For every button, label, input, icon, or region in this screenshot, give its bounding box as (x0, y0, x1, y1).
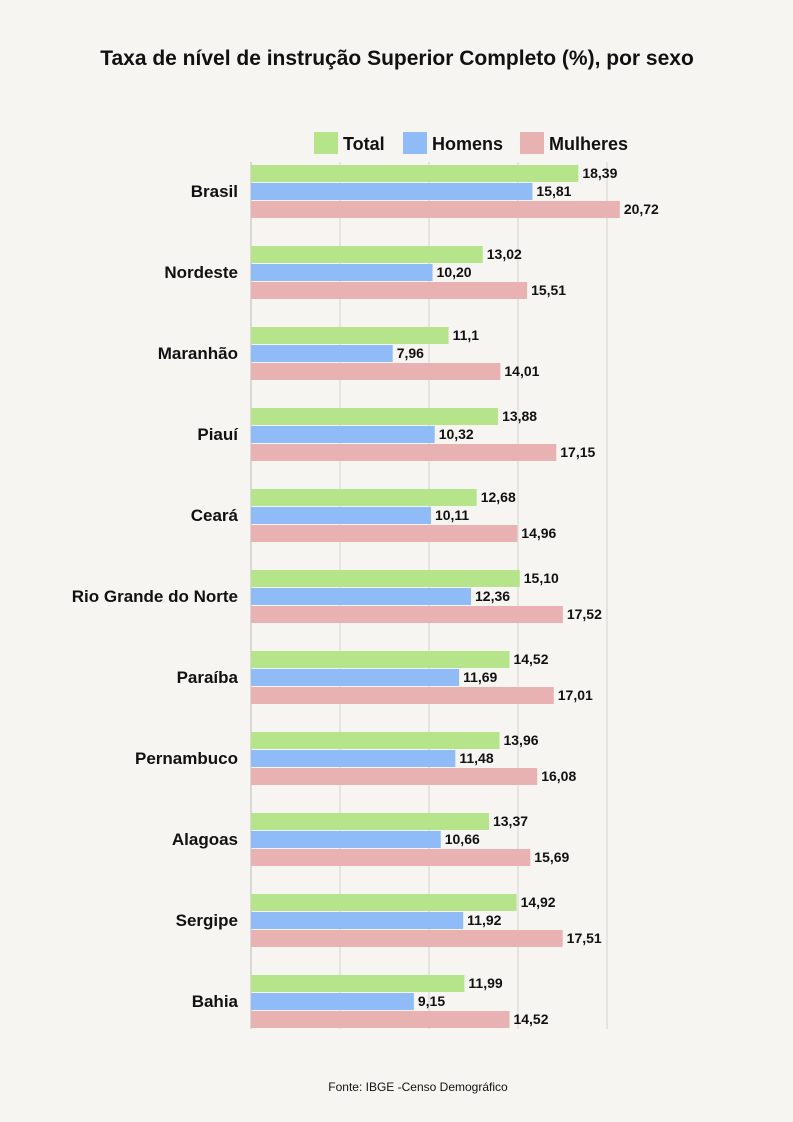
data-label: 20,72 (624, 201, 659, 217)
bar-homens (251, 831, 441, 848)
category-label: Pernambuco (135, 749, 238, 768)
data-label: 18,39 (582, 165, 617, 181)
data-label: 17,51 (567, 930, 602, 946)
data-label: 17,01 (558, 687, 593, 703)
bar-total (251, 975, 465, 992)
bar-mulheres (251, 687, 554, 704)
data-label: 17,52 (567, 606, 602, 622)
bar-homens (251, 750, 456, 767)
bar-total (251, 327, 449, 344)
bar-homens (251, 669, 460, 686)
category-label: Bahia (192, 992, 239, 1011)
data-label: 13,96 (503, 732, 538, 748)
data-label: 11,69 (463, 669, 497, 685)
bar-mulheres (251, 363, 501, 380)
bar-mulheres (251, 849, 531, 866)
bar-mulheres (251, 282, 528, 299)
bar-mulheres (251, 606, 563, 623)
data-label: 17,15 (560, 444, 595, 460)
category-label: Piauí (197, 425, 239, 444)
legend-swatch-mulheres (520, 132, 544, 154)
bar-mulheres (251, 201, 620, 218)
data-label: 13,02 (487, 246, 522, 262)
bar-total (251, 813, 489, 830)
bar-homens (251, 264, 433, 281)
data-label: 10,20 (437, 264, 472, 280)
data-label: 14,96 (521, 525, 556, 541)
data-label: 14,01 (504, 363, 539, 379)
category-label: Maranhão (158, 344, 238, 363)
category-label: Ceará (191, 506, 239, 525)
data-label: 15,81 (536, 183, 571, 199)
legend: Total Homens Mulheres (314, 132, 628, 154)
category-label: Sergipe (176, 911, 238, 930)
bar-homens (251, 345, 393, 362)
data-label: 7,96 (397, 345, 424, 361)
category-label: Paraíba (177, 668, 239, 687)
data-label: 14,92 (521, 894, 556, 910)
data-label: 14,52 (513, 1011, 548, 1027)
bar-homens (251, 183, 533, 200)
bar-total (251, 246, 483, 263)
data-label: 15,10 (524, 570, 559, 586)
legend-label-total: Total (343, 134, 385, 154)
bar-total (251, 651, 510, 668)
legend-label-mulheres: Mulheres (549, 134, 628, 154)
data-label: 11,92 (467, 912, 501, 928)
bar-total (251, 570, 520, 587)
legend-swatch-homens (403, 132, 427, 154)
data-label: 11,99 (468, 975, 502, 991)
bars: Brasil 18,39 15,81 20,72 Nordeste 13,02 10,20 1… (72, 165, 659, 1028)
data-label: 11,1 (453, 327, 480, 343)
bar-homens (251, 993, 414, 1010)
data-label: 15,51 (531, 282, 566, 298)
bar-homens (251, 912, 464, 929)
bar-total (251, 489, 477, 506)
bar-mulheres (251, 525, 518, 542)
data-label: 10,66 (445, 831, 480, 847)
bar-homens (251, 426, 435, 443)
data-label: 9,15 (418, 993, 445, 1009)
bar-mulheres (251, 930, 563, 947)
bar-total (251, 408, 499, 425)
bar-mulheres (251, 444, 557, 461)
legend-label-homens: Homens (432, 134, 503, 154)
bar-homens (251, 588, 472, 605)
bar-total (251, 894, 517, 911)
data-label: 13,37 (493, 813, 528, 829)
bar-homens (251, 507, 431, 524)
data-label: 15,69 (534, 849, 569, 865)
data-label: 13,88 (502, 408, 537, 424)
data-label: 16,08 (541, 768, 576, 784)
source-note: Fonte: IBGE -Censo Demográfico (328, 1080, 508, 1094)
data-label: 12,36 (475, 588, 510, 604)
data-label: 11,48 (459, 750, 493, 766)
bar-mulheres (251, 1011, 510, 1028)
bar-total (251, 165, 579, 182)
data-label: 10,11 (435, 507, 469, 523)
bar-mulheres (251, 768, 538, 785)
bar-total (251, 732, 500, 749)
data-label: 10,32 (439, 426, 474, 442)
category-label: Rio Grande do Norte (72, 587, 238, 606)
category-label: Brasil (191, 182, 238, 201)
category-label: Alagoas (172, 830, 238, 849)
data-label: 14,52 (513, 651, 548, 667)
data-label: 12,68 (481, 489, 516, 505)
chart-title: Taxa de nível de instrução Superior Comp… (100, 47, 694, 70)
legend-swatch-total (314, 132, 338, 154)
category-label: Nordeste (164, 263, 238, 282)
